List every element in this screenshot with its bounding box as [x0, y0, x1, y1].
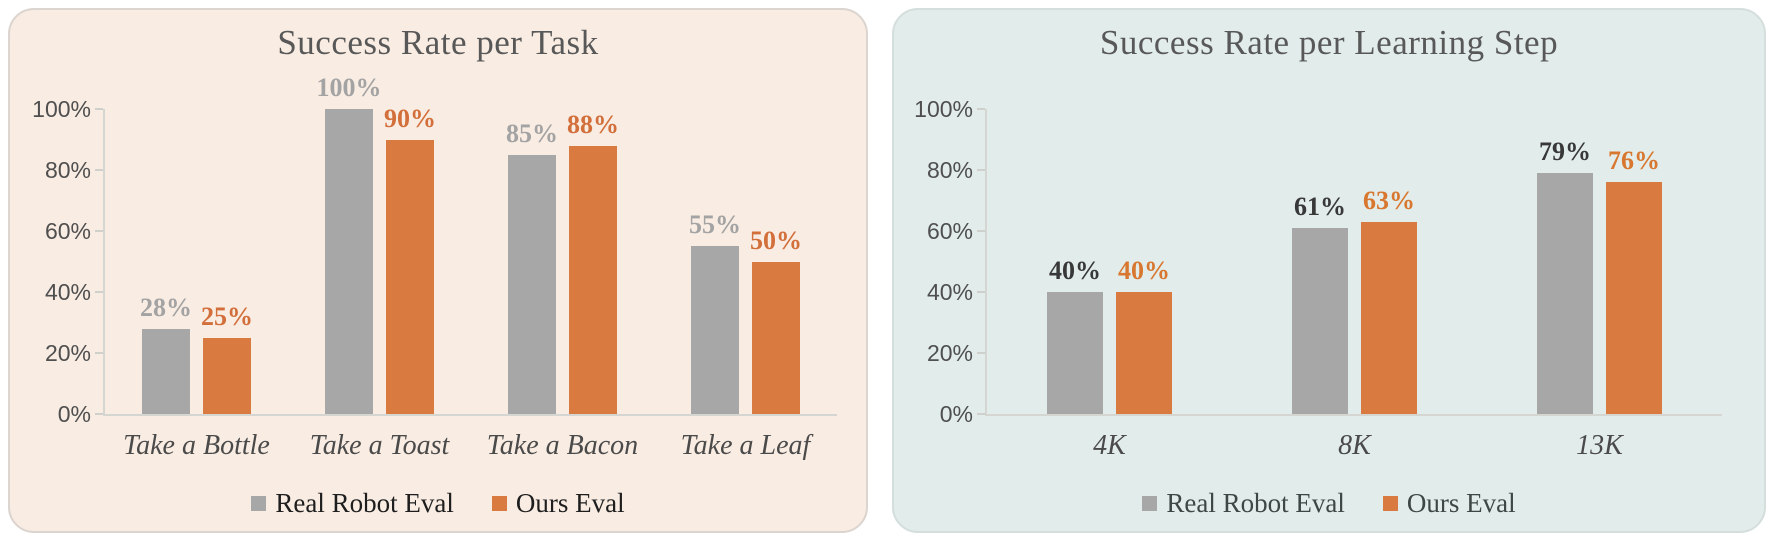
bar-ours-eval — [752, 261, 800, 414]
x-axis-line — [985, 414, 1722, 416]
y-axis-line — [103, 109, 105, 414]
legend-task: Real Robot Eval Ours Eval — [10, 488, 866, 518]
bar-value-label: 40% — [1118, 256, 1170, 285]
legend-label: Real Robot Eval — [1166, 488, 1345, 518]
bar-value-label: 88% — [567, 109, 619, 139]
bar-value-label: 61% — [1294, 191, 1346, 221]
legend-swatch — [1142, 495, 1158, 511]
category-label: Take a Bacon — [486, 430, 639, 461]
category-label: 8K — [1338, 430, 1371, 461]
category-label: 13K — [1576, 430, 1623, 461]
category-label: Take a Leaf — [680, 430, 811, 461]
legend-label: Ours Eval — [515, 488, 625, 518]
y-axis-label: 60% — [926, 218, 973, 244]
legend-item-ours-eval: Ours Eval — [491, 488, 625, 518]
bar-real-robot-eval — [325, 109, 373, 414]
y-axis-label: 80% — [926, 157, 973, 183]
category-label: Take a Bottle — [123, 430, 270, 461]
bar-value-label: 100% — [316, 73, 382, 102]
chart-panel-task: Success Rate per Task 0% 20% 40% 60% 80% 100%… — [8, 8, 868, 533]
bar-value-label: 85% — [506, 118, 558, 148]
bar-real-robot-eval — [508, 154, 556, 414]
bar-ours-eval — [386, 139, 434, 414]
y-axis-tick — [977, 352, 985, 354]
y-axis-label: 60% — [44, 218, 91, 244]
y-axis-label: 20% — [926, 340, 973, 366]
bar-ours-eval — [1361, 221, 1417, 414]
bar-real-robot-eval — [1537, 173, 1593, 414]
plot-area-learning-step: 0% 20% 40% 60% 80% 100% 4K 40% 40% 8K 61% 63% 13K 79%… — [894, 10, 1764, 531]
chart-title-learning-step: Success Rate per Learning Step — [1099, 23, 1559, 62]
legend-swatch — [491, 495, 507, 511]
bar-real-robot-eval — [691, 246, 739, 414]
y-axis-label: 40% — [926, 279, 973, 305]
bar-value-label: 79% — [1539, 137, 1591, 167]
bar-ours-eval — [1606, 182, 1662, 414]
y-axis-label: 100% — [914, 96, 973, 122]
legend-label: Ours Eval — [1406, 488, 1516, 518]
bar-value-label: 40% — [1049, 256, 1101, 285]
y-axis-tick — [95, 291, 103, 293]
y-axis-label: 80% — [44, 157, 91, 183]
y-axis-label: 100% — [32, 96, 91, 122]
y-axis-label: 0% — [939, 401, 973, 427]
x-axis-line — [103, 414, 837, 416]
bar-value-label: 63% — [1363, 185, 1415, 215]
y-axis-line — [985, 109, 987, 414]
bar-value-label: 90% — [384, 103, 436, 133]
category-label: 4K — [1093, 430, 1126, 461]
y-axis-tick — [977, 413, 985, 415]
y-axis-tick — [977, 169, 985, 171]
y-axis-label: 20% — [44, 340, 91, 366]
category-label: Take a Toast — [309, 430, 450, 461]
legend-item-ours-eval: Ours Eval — [1382, 488, 1516, 518]
legend-label: Real Robot Eval — [275, 488, 454, 518]
bar-value-label: 55% — [689, 210, 741, 240]
y-axis-tick — [977, 291, 985, 293]
legend-swatch — [1382, 495, 1398, 511]
y-axis-label: 40% — [44, 279, 91, 305]
legend-swatch — [251, 495, 267, 511]
legend-item-real-robot-eval: Real Robot Eval — [251, 488, 454, 518]
bar-value-label: 50% — [750, 225, 802, 255]
bar-real-robot-eval — [1292, 227, 1348, 414]
y-axis-tick — [95, 352, 103, 354]
y-axis-tick — [95, 413, 103, 415]
chart-panel-learning-step: Success Rate per Learning Step 0% 20% 40% 6… — [892, 8, 1766, 533]
y-axis-label: 0% — [57, 401, 91, 427]
plot-area-task: 0% 20% 40% 60% 80% 100% Take a Bottle 28% 25% Tak… — [10, 10, 866, 531]
bar-ours-eval — [1116, 292, 1172, 414]
bar-value-label: 28% — [140, 292, 192, 322]
bar-value-label: 25% — [201, 301, 253, 331]
y-axis-tick — [977, 230, 985, 232]
y-axis-tick — [977, 108, 985, 110]
bar-real-robot-eval — [1047, 292, 1103, 414]
y-axis-tick — [95, 230, 103, 232]
chart-title-task: Success Rate per Task — [277, 23, 599, 62]
legend-item-real-robot-eval: Real Robot Eval — [1142, 488, 1345, 518]
legend-learning-step: Real Robot Eval Ours Eval — [894, 488, 1764, 518]
bar-real-robot-eval — [142, 328, 190, 414]
bar-ours-eval — [203, 337, 251, 414]
bar-value-label: 76% — [1608, 146, 1660, 176]
y-axis-tick — [95, 169, 103, 171]
y-axis-tick — [95, 108, 103, 110]
bar-ours-eval — [569, 145, 617, 414]
